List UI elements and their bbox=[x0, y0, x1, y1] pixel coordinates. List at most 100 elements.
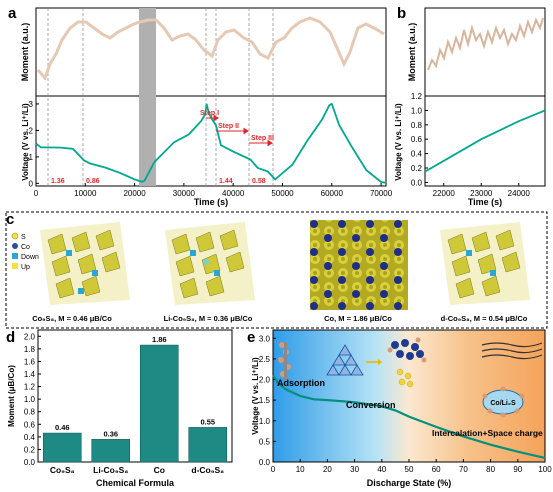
step-2: Step II bbox=[218, 123, 239, 130]
panel-a-ylabel-bottom: Voltage (V vs. Li⁺/Li) bbox=[21, 103, 30, 181]
a-xtick-label: 60000 bbox=[321, 189, 344, 198]
e-ytick-label: 0.0 bbox=[259, 458, 271, 467]
bar-data-label: 0.46 bbox=[55, 423, 70, 432]
panel-b-label: b bbox=[397, 5, 406, 22]
legend-up: Up bbox=[21, 264, 30, 271]
bar-category-label: d-Co₉S₈ bbox=[191, 465, 224, 475]
label-adsorption: Adsorption bbox=[277, 378, 325, 388]
voltage-curve-b bbox=[424, 109, 546, 173]
d-ytick-label: 0.6 bbox=[24, 420, 36, 429]
bar-category-label: Li-Co₉S₈ bbox=[93, 465, 128, 475]
moment-trace-a bbox=[36, 16, 385, 81]
a-ytick-label: 1 bbox=[29, 153, 34, 162]
bar bbox=[42, 432, 82, 463]
e-ytick-label: 2.5 bbox=[259, 355, 271, 364]
structure-1 bbox=[40, 222, 130, 305]
legend-co: Co bbox=[21, 244, 30, 251]
bar bbox=[188, 427, 228, 463]
b-ytick-label: 0.8 bbox=[411, 121, 423, 130]
e-xtick-label: 50 bbox=[405, 465, 414, 474]
panel-a-top-frame bbox=[35, 7, 387, 97]
b-ytick-label: 1.0 bbox=[411, 106, 423, 115]
a-xtick-label: 20000 bbox=[123, 189, 146, 198]
label-conversion: Conversion bbox=[346, 400, 396, 410]
caption-3: Co, M = 1.86 μB/Co bbox=[324, 314, 392, 323]
panel-a-ylabel-top: Moment (a.u.) bbox=[20, 23, 30, 82]
annot-3: 1.44 bbox=[219, 178, 233, 185]
annotations-a: 1.36 0.86 1.44 0.58 Step I Step II Step … bbox=[51, 110, 274, 185]
panel-d-ylabel: Moment (μB/Co) bbox=[7, 365, 16, 427]
d-ytick-label: 1.8 bbox=[24, 345, 36, 354]
a-ytick-label: 2 bbox=[29, 126, 34, 135]
structure-2 bbox=[165, 222, 255, 305]
moment-trace-b bbox=[427, 17, 544, 71]
annot-2: 0.86 bbox=[86, 178, 100, 185]
bar-data-label: 1.86 bbox=[152, 335, 167, 344]
d-ytick-label: 1.0 bbox=[24, 395, 36, 404]
e-xtick-label: 90 bbox=[513, 465, 522, 474]
bar bbox=[139, 344, 179, 463]
panel-d-xlabel: Chemical Formula bbox=[96, 478, 175, 488]
panel-e-xlabel: Discharge State (%) bbox=[367, 478, 452, 488]
e-ytick-label: 2.0 bbox=[259, 376, 271, 385]
legend-s: S bbox=[21, 234, 26, 241]
structure-3 bbox=[310, 220, 408, 310]
label-co-li2s: Co/Li₂S bbox=[490, 400, 516, 407]
panel-c-legend: S Co Down Up bbox=[11, 232, 39, 271]
b-ytick-label: 0.6 bbox=[411, 135, 423, 144]
e-xtick-label: 80 bbox=[486, 465, 495, 474]
step-1: Step I bbox=[200, 110, 219, 117]
a-xtick-label: 70000 bbox=[370, 189, 393, 198]
label-intercalation: Intercalation+Space charge bbox=[432, 428, 543, 438]
voltage-curve-e bbox=[272, 374, 546, 459]
a-xtick-label: 10000 bbox=[74, 189, 97, 198]
gray-band bbox=[139, 8, 156, 186]
panel-a-xlabel: Time (s) bbox=[194, 197, 228, 207]
panel-a-bottom-frame bbox=[35, 95, 387, 187]
b-xtick-label: 23000 bbox=[470, 189, 493, 198]
d-ytick-label: 2.0 bbox=[24, 332, 36, 341]
e-xtick-label: 100 bbox=[538, 465, 552, 474]
panel-b-bottom-frame bbox=[424, 95, 546, 187]
step-3: Step III bbox=[251, 135, 274, 142]
b-xtick-label: 22000 bbox=[433, 189, 456, 198]
d-ytick-label: 1.4 bbox=[24, 370, 36, 379]
bar-data-label: 0.55 bbox=[200, 417, 215, 426]
a-xtick-label: 40000 bbox=[222, 189, 245, 198]
a-xtick-label: 30000 bbox=[173, 189, 196, 198]
b-ytick-label: 0.0 bbox=[411, 178, 423, 187]
caption-2: Li-Co₉S₈, M = 0.36 μB/Co bbox=[164, 314, 253, 323]
d-ytick-label: 1.2 bbox=[24, 383, 36, 392]
annot-1: 1.36 bbox=[51, 178, 65, 185]
a-xtick-label: 0 bbox=[34, 189, 39, 198]
structure-4 bbox=[440, 222, 530, 305]
e-ytick-label: 3.0 bbox=[259, 334, 271, 343]
e-xtick-label: 0 bbox=[271, 465, 276, 474]
panel-d-frame bbox=[37, 329, 233, 463]
d-ytick-label: 0.8 bbox=[24, 408, 36, 417]
b-ytick-label: 1.2 bbox=[411, 92, 423, 101]
d-ytick-label: 0.2 bbox=[24, 445, 36, 454]
panel-e-label: e bbox=[247, 329, 255, 346]
caption-1: Co₉S₈, M = 0.46 μB/Co bbox=[32, 314, 112, 323]
b-xtick-label: 24000 bbox=[508, 189, 531, 198]
a-ytick-label: 3 bbox=[29, 100, 34, 109]
voltage-curve-a bbox=[35, 102, 387, 184]
panel-e-illustrations bbox=[278, 337, 543, 418]
panel-b-xlabel: Time (s) bbox=[468, 197, 502, 207]
e-xtick-label: 60 bbox=[432, 465, 441, 474]
bar-category-label: Co bbox=[154, 465, 165, 475]
caption-4: d-Co₉S₈, M = 0.54 μB/Co bbox=[441, 314, 528, 323]
panel-c-label: c bbox=[6, 211, 14, 228]
b-ytick-label: 0.2 bbox=[411, 164, 423, 173]
b-ytick-label: 0.4 bbox=[411, 150, 423, 159]
d-ytick-label: 0.4 bbox=[24, 433, 36, 442]
bar-data-label: 0.36 bbox=[103, 429, 118, 438]
bar bbox=[91, 439, 131, 463]
bar-category-label: Co₉S₈ bbox=[50, 465, 75, 475]
panel-d-label: d bbox=[6, 329, 15, 346]
e-xtick-label: 20 bbox=[323, 465, 332, 474]
annot-4: 0.58 bbox=[252, 178, 266, 185]
e-ytick-label: 1.0 bbox=[259, 417, 271, 426]
